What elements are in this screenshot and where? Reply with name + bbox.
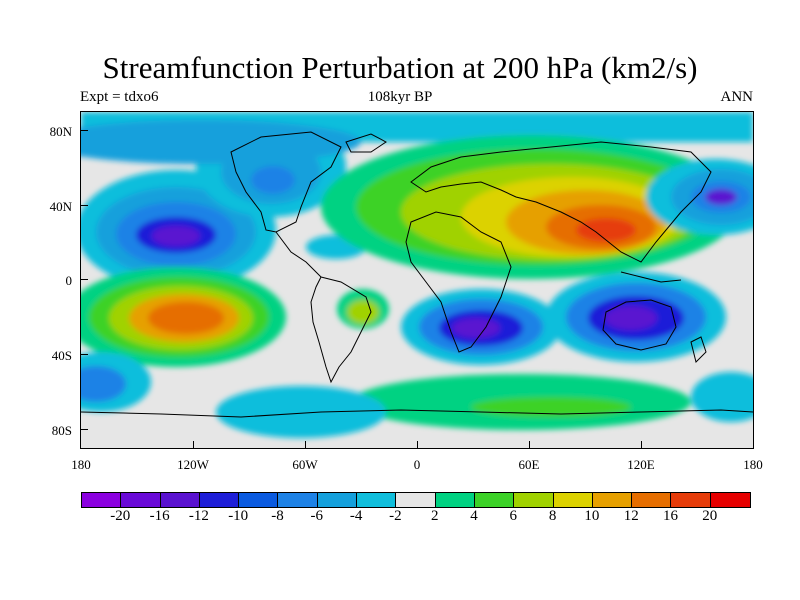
lat-tick xyxy=(81,354,88,355)
lon-tick xyxy=(529,441,530,448)
colorbar-label: 6 xyxy=(509,508,518,524)
colorbar-box xyxy=(278,493,318,507)
colorbar-label: -4 xyxy=(349,508,363,524)
colorbar-label: 8 xyxy=(548,508,557,524)
lat-label-eq: 0 xyxy=(65,273,73,288)
colorbar xyxy=(81,492,752,508)
lon-tick xyxy=(193,441,194,448)
map-plot-area xyxy=(81,112,753,448)
colorbar-label: -12 xyxy=(188,508,209,524)
lat-label-80n: 80N xyxy=(49,124,72,139)
lon-tick xyxy=(641,441,642,448)
colorbar-box xyxy=(160,493,200,507)
lon-label-0: 0 xyxy=(413,457,421,472)
contour-field xyxy=(81,112,753,448)
cell-s-pacific-core xyxy=(148,302,224,334)
colorbar-label: 10 xyxy=(584,508,600,524)
colorbar-box xyxy=(553,493,593,507)
colorbar-box xyxy=(82,493,122,507)
colorbar-label: 4 xyxy=(470,508,478,524)
lon-label-120w: 120W xyxy=(177,457,209,472)
coastlines xyxy=(81,131,753,418)
colorbar-label: 2 xyxy=(430,508,439,524)
colorbar-label: 12 xyxy=(623,508,639,524)
colorbar-box xyxy=(199,493,240,507)
colorbar-box xyxy=(357,493,397,507)
lat-label-40n: 40N xyxy=(49,199,72,214)
lon-tick xyxy=(417,441,418,448)
lon-label-180w: 180 xyxy=(71,457,91,472)
colorbar-label: 20 xyxy=(702,508,718,524)
colorbar-label: -2 xyxy=(389,508,402,524)
colorbar-box xyxy=(121,493,161,507)
colorbar-label: -8 xyxy=(271,508,284,524)
experiment-label: Expt = tdxo6 xyxy=(80,89,159,105)
colorbar-box xyxy=(710,493,751,507)
colorbar-box xyxy=(239,493,279,507)
lat-tick xyxy=(81,279,88,280)
season-label: ANN xyxy=(720,89,754,105)
lat-tick xyxy=(81,130,88,131)
lat-tick xyxy=(81,205,88,206)
lon-label-60w: 60W xyxy=(292,457,318,472)
colorbar-label: -6 xyxy=(310,508,324,524)
colorbar-label: -20 xyxy=(110,508,131,524)
plot-title: Streamfunction Perturbation at 200 hPa (… xyxy=(102,50,698,85)
time-label: 108kyr BP xyxy=(367,89,433,105)
colorbar-label: -16 xyxy=(149,508,170,524)
colorbar-label: -10 xyxy=(228,508,249,524)
colorbar-label: 16 xyxy=(663,508,678,524)
colorbar-box xyxy=(592,493,633,507)
colorbar-box xyxy=(396,493,436,507)
lat-label-80s: 80S xyxy=(51,423,72,438)
colorbar-box xyxy=(474,493,515,507)
colorbar-box xyxy=(435,493,475,507)
lat-label-40s: 40S xyxy=(51,348,72,363)
colorbar-box xyxy=(632,493,672,507)
lon-tick xyxy=(305,441,306,448)
lon-label-120e: 120E xyxy=(627,457,655,472)
colorbar-box xyxy=(514,493,554,507)
lon-label-180e: 180 xyxy=(743,457,763,472)
colorbar-box xyxy=(671,493,711,507)
lat-tick xyxy=(81,429,88,430)
lon-label-60e: 60E xyxy=(518,457,540,472)
colorbar-box xyxy=(317,493,358,507)
